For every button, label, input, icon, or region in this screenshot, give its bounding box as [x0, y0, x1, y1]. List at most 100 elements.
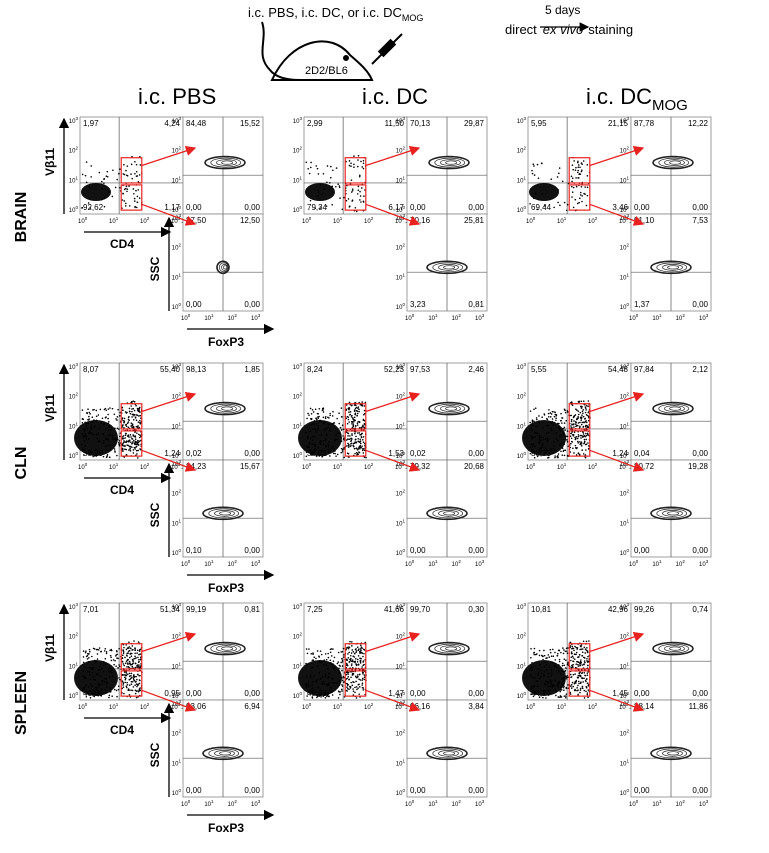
cell-dot: [585, 409, 587, 411]
cell-dot: [129, 662, 131, 664]
cell-dot: [119, 678, 121, 681]
cell-dot: [341, 661, 344, 663]
cell-dot: [546, 418, 549, 421]
cell-dot: [96, 673, 98, 676]
cell-dot: [110, 426, 113, 429]
axis-label: SSC: [148, 742, 162, 767]
cell-dot: [311, 683, 313, 686]
x-tick-label: 103: [699, 799, 709, 808]
x-tick-label: 101: [204, 559, 214, 568]
cell-dot: [543, 675, 545, 677]
cell-dot: [340, 661, 343, 664]
cell-dot: [115, 665, 117, 667]
tick-exponent: 1: [659, 799, 662, 804]
cell-dot: [128, 649, 131, 652]
cell-dot: [553, 206, 555, 209]
cell-dot: [350, 676, 352, 679]
quadrant-value: 88,14: [634, 702, 655, 711]
cell-dot: [581, 671, 584, 674]
tick-base: 10: [475, 562, 482, 568]
cell-dot: [121, 680, 124, 682]
tick-base: 10: [405, 802, 412, 808]
cell-dot: [88, 650, 91, 653]
cell-dot: [93, 419, 95, 421]
gate-arrow: [365, 145, 421, 167]
y-tick-label: 102: [172, 729, 182, 738]
cell-dot: [554, 449, 557, 452]
cell-dot: [579, 664, 581, 667]
y-tick-label: 100: [620, 451, 630, 460]
cell-dot: [132, 677, 135, 680]
cell-dot: [584, 674, 587, 677]
cell-dot: [347, 653, 349, 655]
cell-dot: [338, 684, 341, 687]
tick-base: 10: [172, 791, 179, 797]
tick-exponent: 2: [147, 702, 150, 707]
tick-exponent: 0: [533, 216, 536, 221]
cell-dot: [314, 443, 316, 446]
tick-exponent: 1: [178, 272, 181, 277]
tick-exponent: 2: [371, 462, 374, 467]
cell-dot: [561, 677, 563, 680]
tick-base: 10: [172, 664, 179, 670]
cell-dot: [572, 660, 574, 662]
cell-dot: [87, 408, 89, 410]
cell-dot: [113, 688, 116, 691]
cell-dot: [334, 440, 336, 442]
cell-dot: [308, 443, 310, 446]
cell-dot: [357, 154, 360, 157]
cell-dot: [576, 424, 579, 427]
cell-dot: [559, 435, 561, 437]
cell-dot: [117, 667, 119, 669]
cell-dot: [112, 436, 114, 439]
x-tick-label: 101: [557, 216, 567, 225]
cell-dot: [135, 414, 138, 416]
tick-base: 10: [171, 465, 178, 471]
tick-exponent: 2: [178, 729, 181, 734]
cell-dot: [579, 662, 582, 664]
cell-dot: [132, 659, 134, 662]
cell-dot: [553, 445, 555, 447]
quadrant-value: 0,00: [468, 449, 484, 458]
cell-dot: [338, 186, 341, 189]
tick-exponent: 3: [178, 459, 181, 464]
quadrant-value: 70,13: [410, 119, 431, 128]
cell-dot: [353, 404, 356, 406]
cell-dot: [363, 652, 365, 655]
cell-dot: [320, 653, 323, 656]
cell-dot: [358, 426, 361, 429]
cell-dot: [355, 686, 358, 688]
tick-base: 10: [620, 732, 627, 738]
quadrant-value: 0,00: [244, 689, 260, 698]
tick-base: 10: [69, 119, 76, 125]
cell-dot: [564, 672, 566, 674]
tick-base: 10: [396, 275, 403, 281]
cell-dot: [544, 449, 546, 452]
y-tick-label: 100: [172, 548, 182, 557]
cell-dot: [547, 439, 549, 441]
x-tick-label: 100: [526, 702, 536, 711]
cell-dot: [125, 648, 128, 651]
contour-line: [223, 265, 228, 270]
cell-dot: [351, 404, 353, 407]
cell-dot: [579, 405, 582, 408]
cell-dot: [554, 456, 556, 459]
cell-dot: [550, 682, 553, 685]
quadrant-value: 1,53: [388, 449, 404, 458]
quadrant-value: 1,24: [612, 449, 628, 458]
cell-dot: [116, 438, 119, 441]
quadrant-value: 8,07: [83, 365, 99, 374]
tick-exponent: 0: [75, 451, 78, 456]
cell-dot: [133, 409, 136, 412]
cell-dot: [351, 649, 354, 651]
cell-dot: [553, 684, 556, 687]
y-tick-label: 102: [172, 243, 182, 252]
cell-dot: [128, 660, 131, 663]
cell-dot: [329, 414, 331, 417]
y-tick-label: 100: [620, 691, 630, 700]
cell-dot: [555, 689, 557, 692]
cell-dot: [324, 427, 327, 430]
cell-dot: [583, 697, 586, 699]
cell-dot: [322, 416, 325, 419]
cell-dot: [550, 178, 553, 181]
